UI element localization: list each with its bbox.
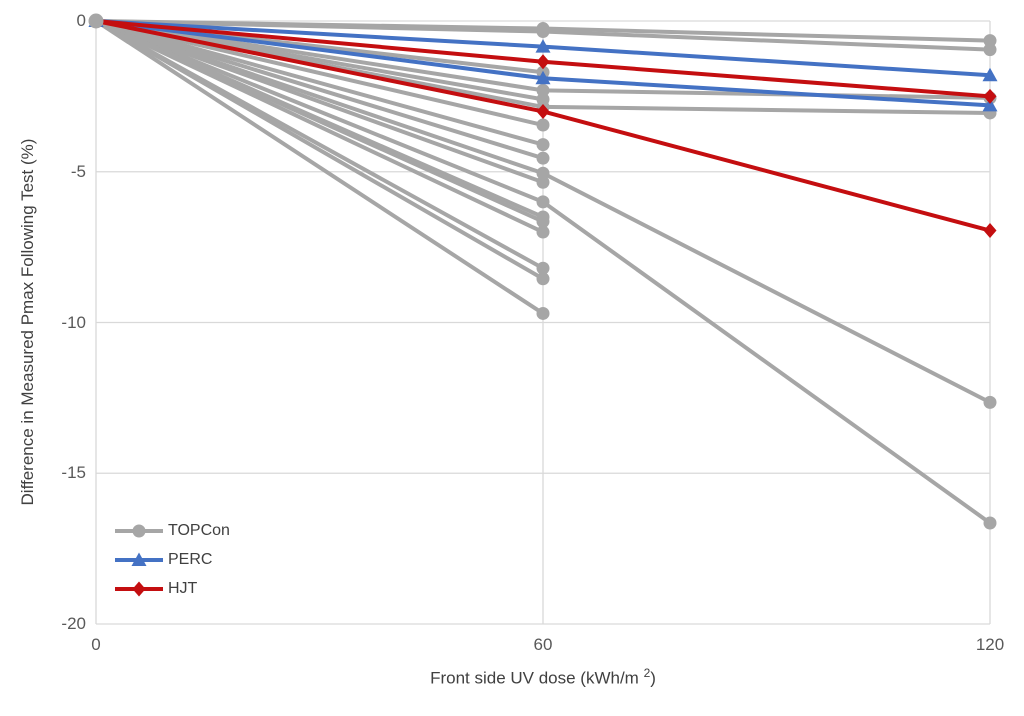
topcon-line: [94, 19, 545, 161]
topcon-marker: [983, 34, 997, 48]
topcon-marker: [536, 261, 550, 275]
hjt-marker: [536, 103, 550, 119]
legend-diamond-icon: [132, 581, 146, 597]
legend-item-perc: PERC: [113, 550, 230, 570]
hjt-marker: [983, 223, 997, 239]
origin-marker-blob: [88, 13, 104, 29]
legend: TOPCon PERC HJT: [113, 521, 230, 608]
legend-item-hjt: HJT: [113, 579, 230, 599]
y-tick-label--5: -5: [70, 161, 86, 181]
legend-label-hjt: HJT: [168, 580, 198, 597]
perc-marker: [535, 70, 551, 85]
legend-swatch-triangle-icon: [115, 552, 163, 566]
topcon-marker: [536, 214, 550, 228]
topcon-marker: [536, 92, 550, 106]
topcon-marker: [536, 306, 550, 320]
topcon-line: [94, 19, 545, 316]
x-axis-title-superscript: 2: [643, 666, 651, 680]
y-tick-label--10: -10: [61, 312, 86, 332]
legend-swatch-circle-icon: [115, 524, 163, 538]
hjt-marker: [983, 88, 997, 104]
legend-label-topcon: TOPCon: [168, 522, 230, 539]
topcon-marker: [536, 166, 550, 180]
topcon-marker: [536, 195, 550, 209]
topcon-marker: [536, 83, 550, 97]
hjt-marker: [536, 54, 550, 70]
y-axis-title: Difference in Measured Pmax Following Te…: [18, 138, 37, 506]
topcon-line: [94, 19, 545, 185]
x-tick-label-60: 60: [533, 635, 553, 654]
topcon-marker: [536, 118, 550, 132]
series-perc: [88, 13, 998, 112]
topcon-marker: [536, 272, 550, 286]
topcon-line: [94, 19, 545, 128]
legend-circle-icon: [132, 524, 146, 538]
topcon-marker: [536, 225, 550, 239]
perc-marker: [982, 67, 998, 82]
perc-marker: [535, 39, 551, 53]
topcon-marker: [983, 43, 997, 57]
y-tick-label-0: 0: [76, 11, 86, 30]
y-tick-label--15: -15: [61, 463, 86, 483]
y-tick-label--20: -20: [61, 614, 86, 633]
legend-swatch-diamond-icon: [115, 581, 163, 597]
topcon-marker: [983, 395, 997, 409]
topcon-marker: [536, 175, 550, 189]
legend-item-topcon: TOPCon: [113, 521, 230, 541]
x-axis-title: Front side UV dose (kWh/m 2): [143, 666, 943, 689]
x-tick-label-120: 120: [975, 635, 1005, 654]
x-axis-title-text: Front side UV dose (kWh/m: [430, 668, 644, 688]
x-tick-label-0: 0: [91, 635, 101, 654]
topcon-marker: [536, 151, 550, 165]
topcon-marker: [536, 25, 550, 39]
topcon-line: [94, 19, 545, 281]
perc-marker: [982, 97, 998, 112]
topcon-line: [94, 19, 545, 147]
x-axis-title-close-paren: ): [650, 668, 656, 688]
topcon-marker: [983, 516, 997, 530]
legend-label-perc: PERC: [168, 551, 213, 568]
topcon-line: [94, 19, 545, 235]
legend-triangle-icon: [131, 552, 147, 566]
topcon-marker: [536, 138, 550, 152]
